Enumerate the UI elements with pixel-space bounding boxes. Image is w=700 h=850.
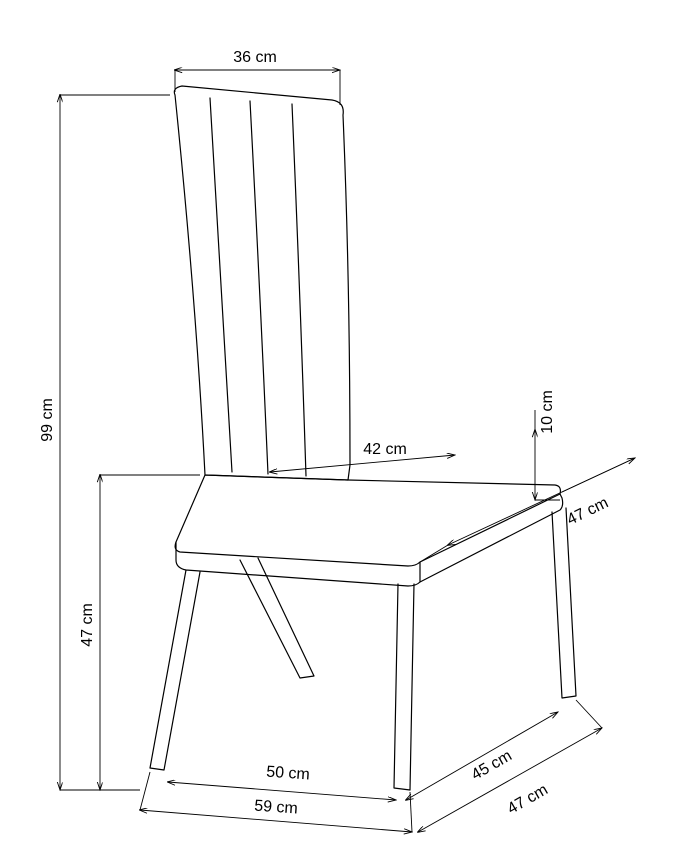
chair-outline: [150, 86, 576, 790]
dim-line-front-inner: [168, 782, 396, 800]
label-front-inner: 50 cm: [266, 764, 311, 785]
diagram-svg: [0, 0, 700, 850]
label-seat-height: 47 cm: [79, 603, 97, 647]
label-back-top: 36 cm: [233, 49, 277, 67]
label-seat-depth: 42 cm: [363, 441, 407, 459]
dim-line-side-outer: [418, 728, 602, 832]
label-seat-thickness: 10 cm: [539, 390, 557, 434]
label-total-height: 99 cm: [39, 398, 57, 442]
label-front-outer: 59 cm: [254, 798, 299, 819]
dimension-diagram: 99 cm 47 cm 36 cm 42 cm 10 cm 47 cm 50 c…: [0, 0, 700, 850]
